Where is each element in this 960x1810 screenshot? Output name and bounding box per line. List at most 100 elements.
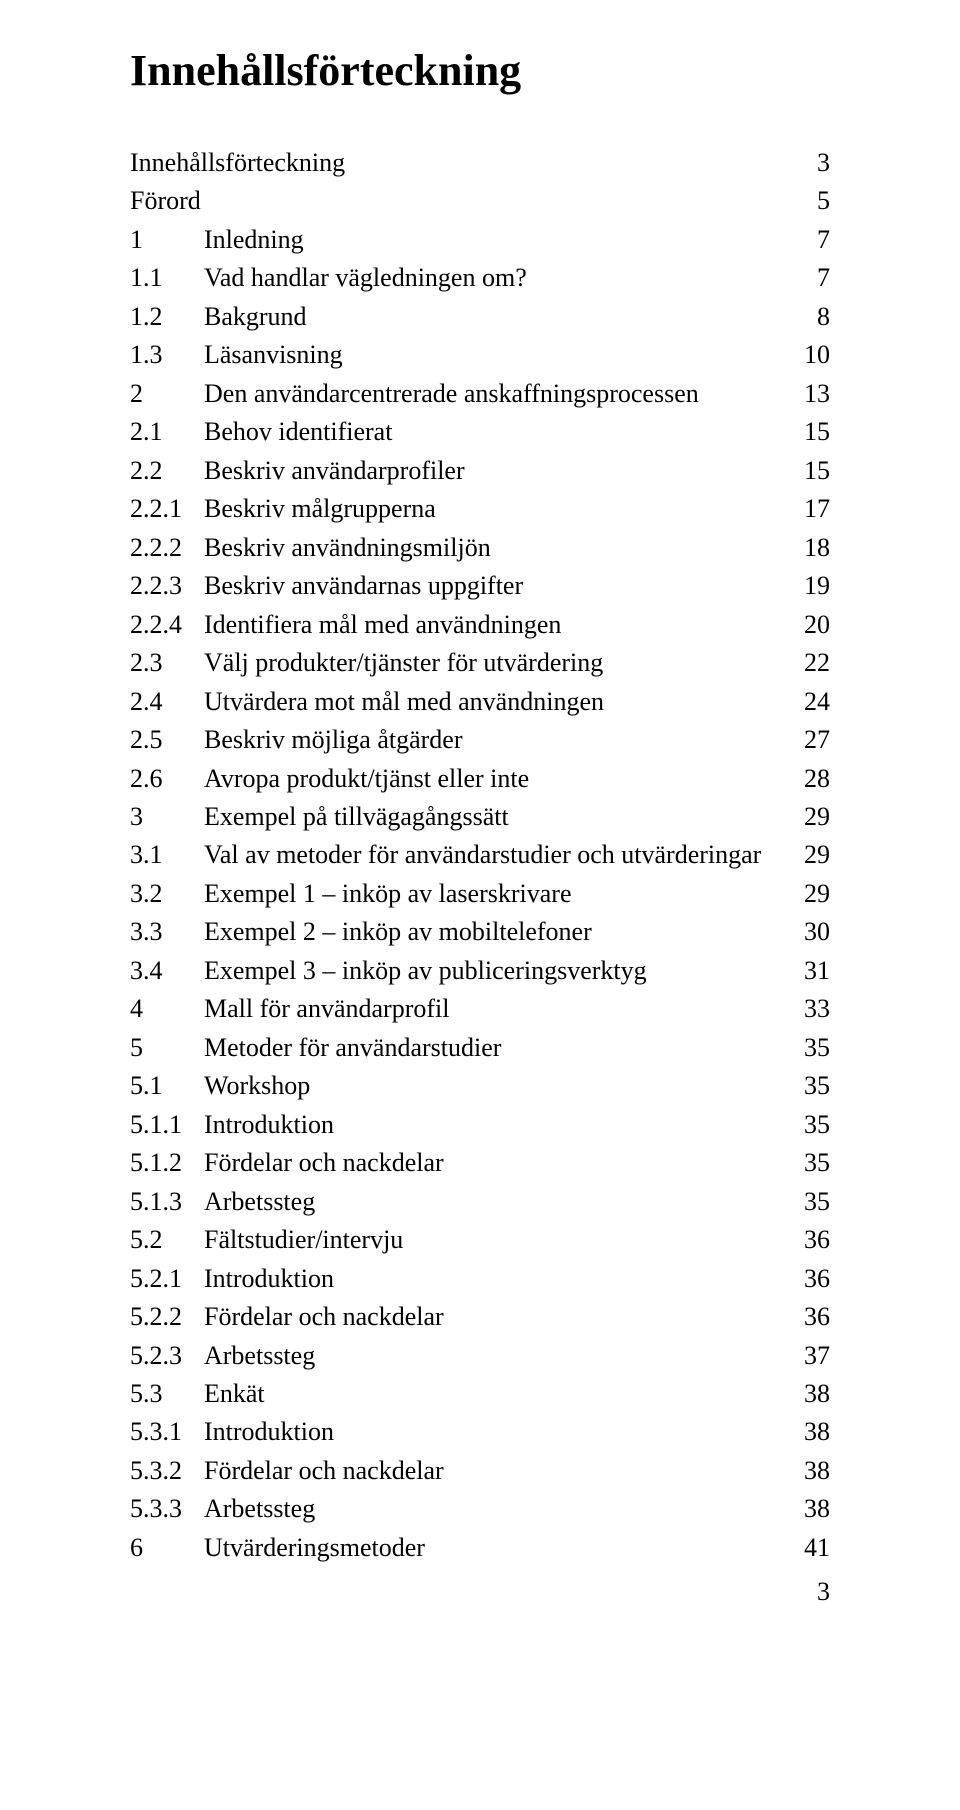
- toc-entry-text: Exempel 1 – inköp av laserskrivare: [204, 875, 572, 913]
- toc-line: 4Mall för användarprofil33: [130, 990, 830, 1028]
- toc-line: 1.3Läsanvisning 10: [130, 336, 830, 374]
- toc-entry-number: 1.2: [130, 298, 204, 336]
- toc-line: 3.1Val av metoder för användarstudier oc…: [130, 836, 830, 874]
- toc-line: 2.2Beskriv användarprofiler15: [130, 452, 830, 490]
- toc-entry-number: 3.1: [130, 836, 204, 874]
- toc-entry-page: 13: [804, 375, 830, 413]
- toc-entry-page: 38: [804, 1375, 830, 1413]
- toc-line: 5.1Workshop 35: [130, 1067, 830, 1105]
- toc-entry-number: 2.2: [130, 452, 204, 490]
- toc-entry-page: 35: [804, 1029, 830, 1067]
- toc-line: 2.6Avropa produkt/tjänst eller inte28: [130, 760, 830, 798]
- toc-entry-text: Fältstudier/intervju: [204, 1221, 403, 1259]
- toc-entry-number: 2.2.4: [130, 606, 204, 644]
- toc-line: 3.4Exempel 3 – inköp av publiceringsverk…: [130, 952, 830, 990]
- toc-entry-text: Avropa produkt/tjänst eller inte: [204, 760, 529, 798]
- toc-entry-text: Välj produkter/tjänster för utvärdering: [204, 644, 603, 682]
- toc-line: 1.1Vad handlar vägledningen om?7: [130, 259, 830, 297]
- toc-entry-page: 20: [804, 606, 830, 644]
- toc-entry-number: 2: [130, 375, 204, 413]
- toc-entry-page: 17: [804, 490, 830, 528]
- toc-entry-page: 29: [804, 798, 830, 836]
- toc-line: 2.2.2Beskriv användningsmiljön 18: [130, 529, 830, 567]
- toc-line: 1.2Bakgrund 8: [130, 298, 830, 336]
- toc-entry-text: Inledning: [204, 221, 304, 259]
- toc-entry-number: 5.3.2: [130, 1452, 204, 1490]
- toc-entry-text: Exempel 2 – inköp av mobiltelefoner: [204, 913, 592, 951]
- toc-entry-text: Arbetssteg: [204, 1337, 315, 1375]
- toc-entry-number: 2.2.3: [130, 567, 204, 605]
- toc-line: 5.3.2Fördelar och nackdelar38: [130, 1452, 830, 1490]
- toc-entry-page: 38: [804, 1452, 830, 1490]
- toc-entry-number: 5.1: [130, 1067, 204, 1105]
- toc-entry-page: 7: [817, 221, 830, 259]
- toc-entry-page: 10: [804, 336, 830, 374]
- toc-entry-text: Beskriv målgrupperna: [204, 490, 436, 528]
- toc-entry-number: 2.2.2: [130, 529, 204, 567]
- toc-entry-page: 31: [804, 952, 830, 990]
- toc-entry-page: 18: [804, 529, 830, 567]
- toc-entry-text: Val av metoder för användarstudier och u…: [204, 836, 761, 874]
- toc-entry-number: 5.1.2: [130, 1144, 204, 1182]
- toc-line: 5Metoder för användarstudier35: [130, 1029, 830, 1067]
- toc-entry-number: 2.4: [130, 683, 204, 721]
- toc-entry-page: 29: [804, 875, 830, 913]
- toc-entry-number: 5.3.3: [130, 1490, 204, 1528]
- toc-entry-text: Bakgrund: [204, 298, 307, 336]
- toc-entry-page: 8: [817, 298, 830, 336]
- toc-entry-page: 27: [804, 721, 830, 759]
- toc-line: 2.2.1Beskriv målgrupperna17: [130, 490, 830, 528]
- toc-entry-text: Beskriv användningsmiljön: [204, 529, 491, 567]
- toc-entry-number: 5.1.1: [130, 1106, 204, 1144]
- toc-entry-text: Identifiera mål med användningen: [204, 606, 561, 644]
- toc-entry-number: 6: [130, 1529, 204, 1567]
- toc-entry-page: 29: [804, 836, 830, 874]
- toc-entry-page: 37: [804, 1337, 830, 1375]
- toc-entry-page: 36: [804, 1260, 830, 1298]
- toc-entry-text: Fördelar och nackdelar: [204, 1298, 444, 1336]
- toc-line: 5.2.2Fördelar och nackdelar36: [130, 1298, 830, 1336]
- toc-entry-text: Workshop: [204, 1067, 310, 1105]
- toc-entry-number: 5.2.3: [130, 1337, 204, 1375]
- toc-container: Innehållsförteckning3Förord51Inledning71…: [130, 144, 830, 1567]
- toc-entry-text: Innehållsförteckning: [130, 144, 345, 182]
- toc-entry-text: Läsanvisning: [204, 336, 343, 374]
- toc-entry-number: 5.2.1: [130, 1260, 204, 1298]
- toc-entry-number: 5.3: [130, 1375, 204, 1413]
- toc-line: 3.3Exempel 2 – inköp av mobiltelefoner30: [130, 913, 830, 951]
- toc-entry-text: Beskriv möjliga åtgärder: [204, 721, 462, 759]
- toc-entry-page: 35: [804, 1067, 830, 1105]
- toc-entry-number: 3: [130, 798, 204, 836]
- toc-entry-page: 36: [804, 1221, 830, 1259]
- toc-line: 2Den användarcentrerade anskaffningsproc…: [130, 375, 830, 413]
- toc-entry-page: 15: [804, 452, 830, 490]
- toc-entry-text: Utvärderingsmetoder: [204, 1529, 425, 1567]
- toc-line: 5.1.2Fördelar och nackdelar35: [130, 1144, 830, 1182]
- toc-entry-number: 3.2: [130, 875, 204, 913]
- toc-line: 5.3Enkät38: [130, 1375, 830, 1413]
- toc-line: 5.2.1Introduktion 36: [130, 1260, 830, 1298]
- toc-entry-text: Utvärdera mot mål med användningen: [204, 683, 604, 721]
- toc-line: 5.3.1Introduktion38: [130, 1413, 830, 1451]
- toc-line: 5.2Fältstudier/intervju36: [130, 1221, 830, 1259]
- toc-entry-number: 1.3: [130, 336, 204, 374]
- toc-entry-page: 41: [804, 1529, 830, 1567]
- toc-entry-page: 36: [804, 1298, 830, 1336]
- toc-entry-page: 35: [804, 1144, 830, 1182]
- toc-line: 5.1.1Introduktion35: [130, 1106, 830, 1144]
- toc-line: 3.2Exempel 1 – inköp av laserskrivare 29: [130, 875, 830, 913]
- toc-entry-number: 1: [130, 221, 204, 259]
- page-title: Innehållsförteckning: [130, 45, 830, 96]
- toc-entry-page: 7: [817, 259, 830, 297]
- toc-line: 2.2.4Identifiera mål med användningen 20: [130, 606, 830, 644]
- toc-line: 5.3.3Arbetssteg38: [130, 1490, 830, 1528]
- toc-entry-number: 2.6: [130, 760, 204, 798]
- toc-entry-page: 33: [804, 990, 830, 1028]
- toc-entry-text: Introduktion: [204, 1413, 334, 1451]
- toc-line: 2.5Beskriv möjliga åtgärder27: [130, 721, 830, 759]
- toc-entry-number: 3.3: [130, 913, 204, 951]
- toc-entry-page: 22: [804, 644, 830, 682]
- toc-line: 2.2.3Beskriv användarnas uppgifter19: [130, 567, 830, 605]
- toc-entry-text: Introduktion: [204, 1260, 334, 1298]
- toc-entry-page: 19: [804, 567, 830, 605]
